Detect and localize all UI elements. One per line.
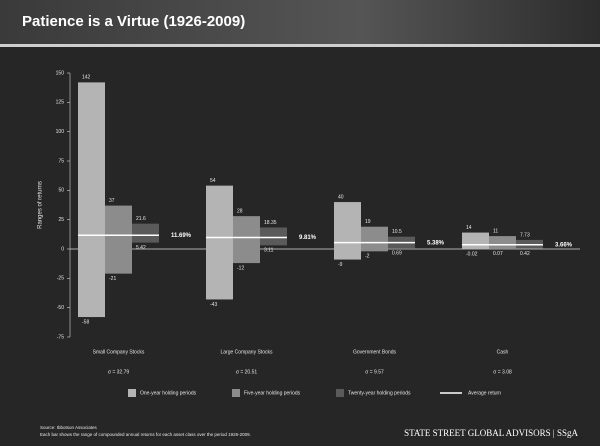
y-axis-label: Ranges of returns [38,181,44,229]
high-label: 142 [82,75,91,81]
range-bar [260,227,287,246]
low-label: -12 [237,265,244,271]
category-note: σ = 3.08 [493,369,512,375]
y-tick-label: 75 [58,158,64,164]
average-label: 9.81% [299,235,317,241]
range-bar [132,223,159,243]
high-label: 28 [237,208,243,214]
y-tick-label: 125 [56,100,65,106]
range-bar [233,216,260,264]
low-label: 3.11 [264,248,274,254]
y-tick-label: -75 [57,334,64,340]
legend-swatch [336,389,344,397]
range-bar [462,232,489,250]
legend-label: Twenty-year holding periods [348,390,411,396]
average-label: 3.66% [555,242,573,248]
range-bar [105,205,132,274]
high-label: 14 [466,225,472,231]
legend-label: Five-year holding periods [244,390,301,396]
high-label: 10.5 [392,229,402,235]
average-label: 11.69% [171,233,192,239]
low-label: -2 [365,254,370,260]
low-label: -0.02 [466,251,478,257]
category-note: σ = 20.51 [236,369,258,375]
average-label: 5.38% [427,240,445,246]
category-label: Large Company Stocks [221,349,273,355]
legend-label: Average return [468,390,501,396]
y-tick-label: 150 [56,70,65,76]
range-bar [489,236,516,249]
low-label: -58 [82,319,89,325]
low-label: -9 [338,262,343,268]
category-label: Small Company Stocks [93,349,145,355]
range-bar [334,202,361,260]
high-label: 54 [210,178,216,184]
y-tick-label: -25 [57,276,64,282]
low-label: -43 [210,302,217,308]
note: Each bar shows the range of compounded a… [40,432,251,437]
header-rule [0,44,600,47]
range-bar [78,82,105,318]
high-label: 40 [338,194,344,200]
low-label: 0.69 [392,251,402,257]
category-label: Cash [497,349,509,355]
low-label: 0.42 [520,251,530,257]
y-tick-label: 25 [58,217,64,223]
high-label: 7.73 [520,232,530,238]
range-bar [206,185,233,300]
high-label: 37 [109,198,115,204]
legend-swatch [232,389,240,397]
category-label: Government Bonds [353,349,397,355]
source: Source: Ibbotson Associates [40,425,98,430]
high-label: 18.35 [264,220,277,226]
low-label: 0.07 [493,251,503,257]
high-label: 19 [365,219,371,225]
header-band [0,0,600,44]
high-label: 11 [493,228,498,234]
y-tick-label: 0 [61,246,64,252]
high-label: 21.6 [136,216,146,222]
legend-swatch [128,389,136,397]
chart-title: Patience is a Virtue (1926-2009) [22,13,245,30]
low-label: 5.42 [136,245,146,251]
low-label: -21 [109,276,116,282]
footer-brand: STATE STREET GLOBAL ADVISORS | SSgA [404,428,578,438]
legend-label: One-year holding periods [140,390,197,396]
y-tick-label: 100 [56,129,65,135]
category-note: σ = 9.57 [365,369,384,375]
category-note: σ = 32.79 [108,369,130,375]
range-bar [361,226,388,252]
y-tick-label: -50 [57,305,64,311]
y-tick-label: 50 [58,188,64,194]
